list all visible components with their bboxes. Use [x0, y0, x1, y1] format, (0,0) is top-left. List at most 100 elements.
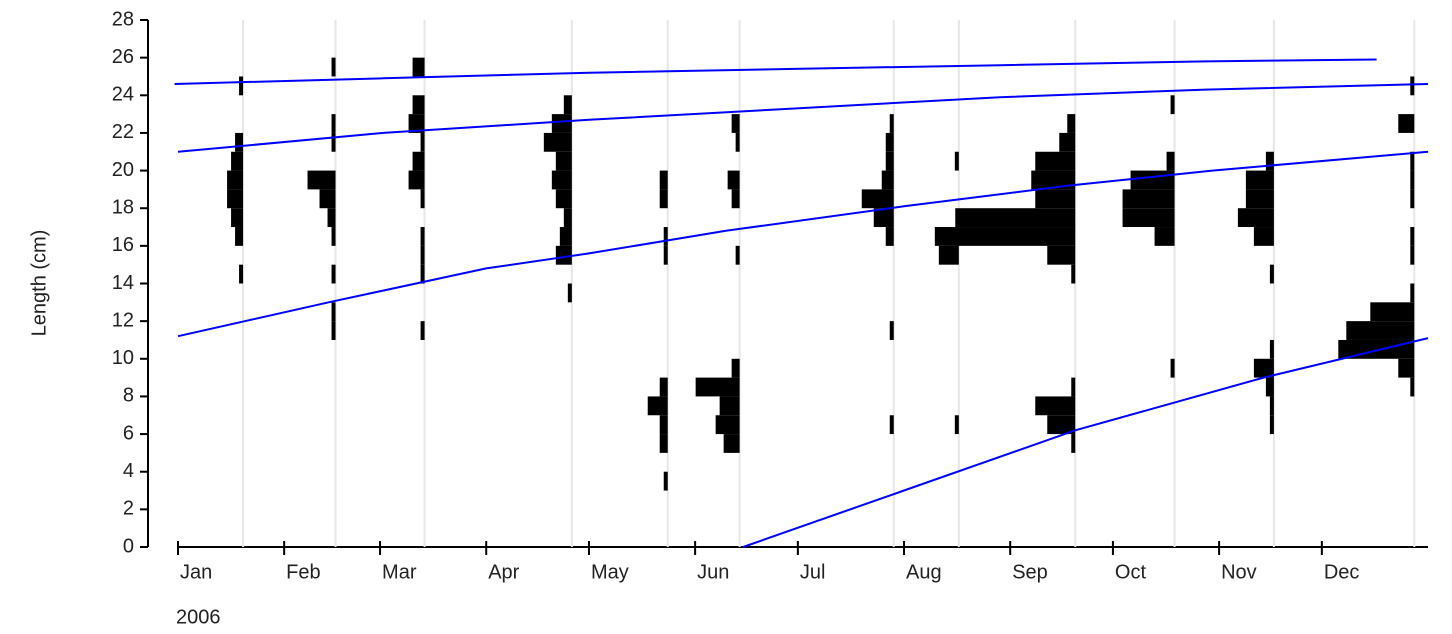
frequency-bar: [412, 57, 425, 77]
frequency-bar: [1410, 76, 1415, 96]
frequency-bar: [889, 415, 894, 435]
x-tick-label: Jan: [180, 561, 212, 583]
frequency-bar: [1265, 151, 1274, 171]
frequency-bar: [647, 396, 668, 416]
frequency-bar: [420, 245, 425, 265]
y-tick-label: 20: [112, 159, 134, 181]
frequency-bar: [695, 377, 740, 397]
y-tick-label: 12: [112, 309, 134, 331]
frequency-bar: [543, 132, 572, 152]
frequency-bar: [1122, 208, 1175, 228]
x-tick-label: Dec: [1324, 561, 1360, 583]
frequency-bar: [1269, 264, 1274, 284]
growth-curve: [174, 58, 1377, 85]
x-tick-label: Jun: [697, 561, 729, 583]
frequency-bar: [1410, 189, 1415, 209]
frequency-bar: [1265, 377, 1274, 397]
frequency-bar: [873, 208, 894, 228]
frequency-bar: [559, 227, 572, 246]
frequency-bar: [555, 151, 572, 171]
frequency-bar: [231, 151, 244, 171]
frequency-bar: [1253, 358, 1274, 378]
frequency-bar: [719, 396, 740, 416]
frequency-bar: [420, 321, 425, 340]
frequency-bar: [1410, 151, 1415, 171]
frequency-bar: [1237, 208, 1274, 228]
frequency-bar: [889, 321, 894, 340]
frequency-bar: [1269, 415, 1274, 435]
frequency-bar: [1410, 283, 1415, 303]
frequency-bar: [659, 189, 668, 209]
frequency-bar: [663, 471, 668, 491]
frequency-bar: [231, 208, 244, 228]
y-tick-label: 14: [112, 272, 134, 294]
y-tick-label: 8: [123, 385, 134, 407]
frequency-bar: [227, 189, 244, 209]
frequency-bar: [723, 434, 740, 453]
frequency-bar: [885, 132, 894, 152]
y-tick-label: 22: [112, 121, 134, 143]
frequency-bar: [235, 227, 244, 246]
frequency-bar: [1047, 245, 1076, 265]
y-tick-label: 28: [112, 8, 134, 30]
frequency-bar: [659, 170, 668, 190]
frequency-bar: [1346, 321, 1415, 340]
frequency-bar: [1269, 339, 1274, 359]
frequency-bar: [331, 132, 336, 152]
frequency-bar: [331, 227, 336, 246]
x-tick-label: Nov: [1221, 561, 1257, 583]
frequency-bar: [1166, 151, 1175, 171]
x-tick-label: Sep: [1012, 561, 1048, 583]
frequency-bar: [1398, 114, 1415, 133]
frequency-bar: [327, 208, 336, 228]
frequency-bar: [955, 227, 1076, 246]
frequency-bar: [555, 245, 572, 265]
frequency-bar: [881, 170, 894, 190]
frequency-bar: [1410, 227, 1415, 246]
y-tick-label: 6: [123, 422, 134, 444]
frequency-bar: [1130, 170, 1175, 190]
frequency-bar: [239, 264, 244, 284]
frequency-bar: [1245, 170, 1274, 190]
frequency-bar: [659, 434, 668, 453]
frequency-bar: [412, 95, 425, 115]
frequency-bar: [659, 415, 668, 435]
frequency-bar: [731, 114, 740, 133]
frequency-bar: [563, 95, 572, 115]
y-tick-label: 24: [112, 84, 134, 106]
frequency-bar: [319, 189, 336, 209]
frequency-bar: [1269, 396, 1274, 416]
frequency-bar: [227, 170, 244, 190]
frequency-bar: [1245, 189, 1274, 209]
frequency-bar: [1035, 151, 1076, 171]
y-tick-label: 10: [112, 347, 134, 369]
frequency-bar: [551, 170, 572, 190]
frequency-bar: [1410, 377, 1415, 397]
frequency-bar: [663, 245, 668, 265]
y-axis-label: Length (cm): [28, 230, 50, 337]
frequency-bar: [1071, 264, 1076, 284]
frequency-bar: [861, 189, 894, 209]
frequency-bar: [1035, 189, 1076, 209]
y-tick-label: 16: [112, 234, 134, 256]
frequency-bar: [885, 227, 894, 246]
frequency-bar: [954, 151, 959, 171]
y-tick-label: 26: [112, 46, 134, 68]
frequency-bar: [1067, 114, 1076, 133]
frequency-bar: [1031, 170, 1076, 190]
frequency-bar: [331, 264, 336, 284]
frequency-bar: [727, 170, 740, 190]
growth-curve: [177, 83, 1429, 153]
frequency-bar: [331, 321, 336, 340]
frequency-bar: [934, 227, 959, 246]
frequency-bar: [420, 132, 425, 152]
frequency-bar: [1154, 227, 1175, 246]
frequency-bar: [1398, 358, 1415, 378]
frequency-bar: [735, 132, 740, 152]
frequency-bar: [663, 227, 668, 246]
x-tick-label: Aug: [906, 561, 942, 583]
frequency-bar: [412, 151, 425, 171]
frequency-bar: [331, 114, 336, 133]
frequency-bar: [1071, 434, 1076, 453]
